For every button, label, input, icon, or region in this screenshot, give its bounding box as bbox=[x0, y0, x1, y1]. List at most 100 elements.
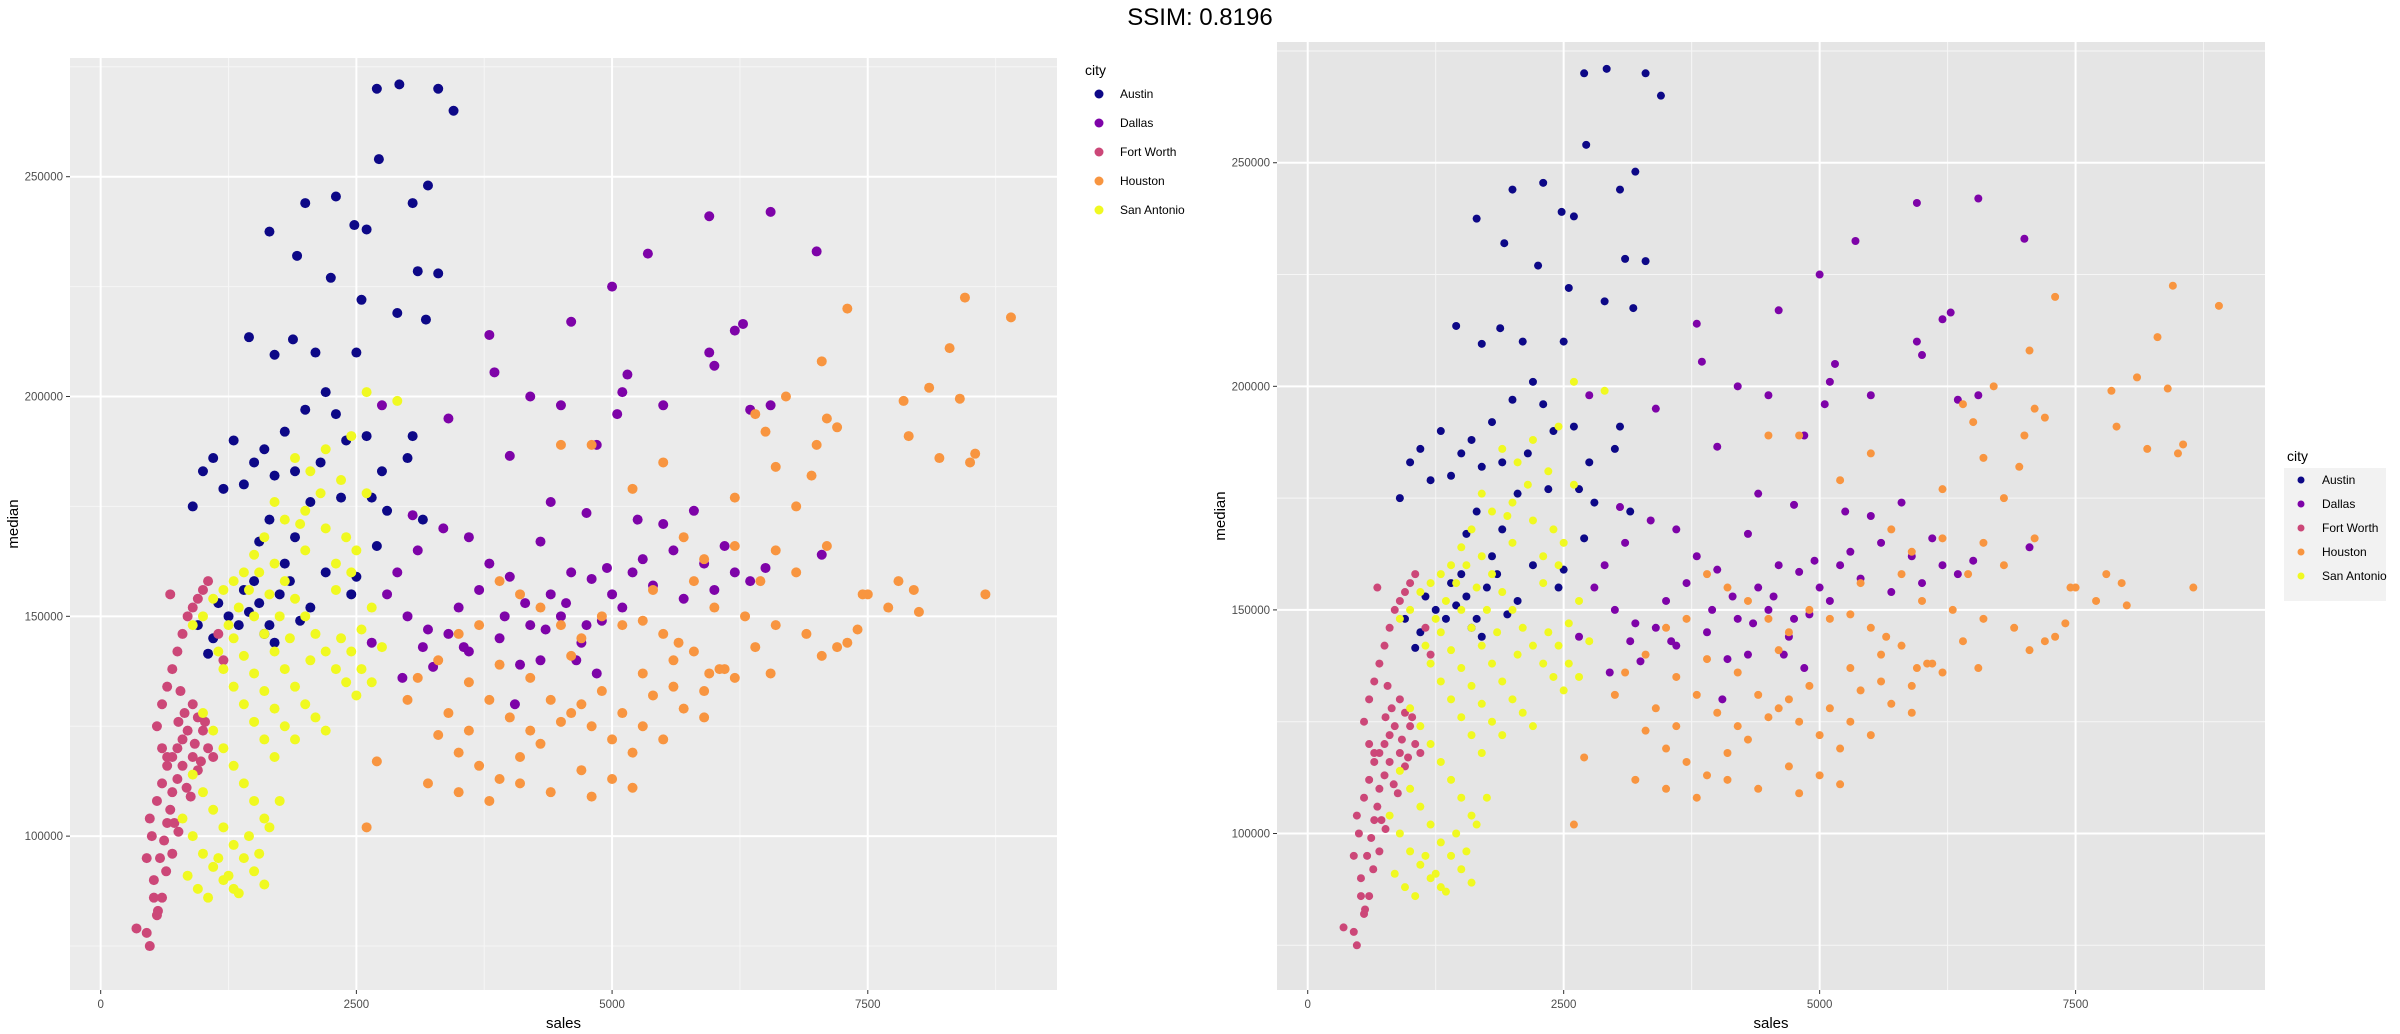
data-point-houston bbox=[453, 747, 464, 758]
data-point-san-antonio bbox=[238, 853, 249, 864]
data-point-fort-worth bbox=[173, 716, 184, 727]
data-point-houston bbox=[2020, 431, 2029, 440]
data-point-dallas bbox=[504, 571, 515, 582]
data-point-austin bbox=[361, 431, 372, 442]
data-point-houston bbox=[965, 457, 976, 468]
data-point-fort-worth bbox=[1385, 731, 1394, 740]
data-point-fort-worth bbox=[146, 831, 157, 842]
data-point-san-antonio bbox=[279, 576, 290, 587]
data-point-houston bbox=[1907, 708, 1916, 717]
data-point-houston bbox=[2030, 404, 2039, 413]
data-point-dallas bbox=[1764, 391, 1773, 400]
data-point-houston bbox=[688, 646, 699, 657]
data-point-dallas bbox=[1825, 377, 1834, 386]
data-point-houston bbox=[1958, 400, 1967, 409]
data-point-houston bbox=[2153, 333, 2162, 342]
data-point-houston bbox=[1723, 775, 1732, 784]
data-point-austin bbox=[392, 307, 403, 318]
data-point-fort-worth bbox=[1367, 833, 1376, 842]
data-point-houston bbox=[750, 642, 761, 653]
data-point-houston bbox=[1610, 690, 1619, 699]
data-point-fort-worth bbox=[1381, 713, 1390, 722]
data-point-dallas bbox=[1692, 319, 1701, 328]
data-point-dallas bbox=[555, 400, 566, 411]
data-point-houston bbox=[1764, 614, 1773, 623]
data-point-san-antonio bbox=[218, 743, 229, 754]
data-point-houston bbox=[412, 672, 423, 683]
data-point-houston bbox=[1733, 668, 1742, 677]
data-point-houston bbox=[760, 426, 771, 437]
data-point-fort-worth bbox=[157, 892, 168, 903]
legend-label-fort-worth: Fort Worth bbox=[2322, 521, 2378, 535]
data-point-austin bbox=[356, 294, 367, 305]
data-point-fort-worth bbox=[1395, 749, 1404, 757]
data-point-san-antonio bbox=[361, 387, 372, 398]
data-point-fort-worth bbox=[157, 778, 168, 789]
data-point-austin bbox=[305, 602, 316, 613]
data-point-san-antonio bbox=[392, 395, 403, 406]
data-point-san-antonio bbox=[1390, 869, 1399, 878]
data-point-san-antonio bbox=[1416, 802, 1425, 811]
data-point-fort-worth bbox=[203, 743, 214, 754]
data-point-austin bbox=[197, 466, 208, 477]
data-point-houston bbox=[2117, 579, 2126, 588]
data-point-fort-worth bbox=[1365, 892, 1374, 901]
data-point-san-antonio bbox=[1575, 596, 1584, 605]
data-point-houston bbox=[1631, 775, 1640, 784]
data-point-houston bbox=[1856, 686, 1865, 695]
data-point-fort-worth bbox=[155, 853, 166, 864]
data-point-dallas bbox=[1672, 525, 1681, 534]
data-point-dallas bbox=[474, 584, 485, 595]
data-point-houston bbox=[765, 668, 776, 679]
data-point-austin bbox=[1457, 449, 1466, 458]
data-point-san-antonio bbox=[1513, 650, 1522, 659]
data-point-austin bbox=[1569, 212, 1578, 221]
data-point-austin bbox=[402, 453, 413, 464]
x-axis-title: sales bbox=[546, 1015, 581, 1032]
data-point-austin bbox=[407, 198, 418, 209]
data-point-san-antonio bbox=[1539, 552, 1548, 561]
plot-2: 0 2500 5000 7500 100000 150000 200000 250000 sal… bbox=[1212, 42, 2387, 1032]
data-point-san-antonio bbox=[269, 558, 280, 569]
y-tick-label: 150000 bbox=[25, 611, 63, 623]
data-point-dallas bbox=[658, 519, 669, 529]
data-point-fort-worth bbox=[1400, 588, 1409, 597]
data-point-fort-worth bbox=[177, 628, 188, 639]
data-point-dallas bbox=[1974, 391, 1983, 400]
data-point-san-antonio bbox=[269, 752, 280, 762]
data-point-dallas bbox=[1946, 308, 1955, 317]
data-point-fort-worth bbox=[1377, 816, 1386, 825]
data-point-san-antonio bbox=[1457, 713, 1466, 722]
data-point-austin bbox=[292, 250, 303, 261]
data-point-austin bbox=[320, 567, 331, 578]
data-point-dallas bbox=[709, 360, 720, 371]
data-point-san-antonio bbox=[1477, 489, 1486, 498]
data-point-houston bbox=[2107, 386, 2116, 395]
data-point-dallas bbox=[586, 573, 597, 584]
data-point-austin bbox=[1416, 444, 1425, 453]
data-point-fort-worth bbox=[1352, 811, 1361, 820]
data-point-houston bbox=[1743, 596, 1752, 605]
data-point-fort-worth bbox=[1356, 874, 1365, 883]
data-point-dallas bbox=[1918, 579, 1927, 588]
data-point-san-antonio bbox=[213, 646, 224, 657]
data-point-dallas bbox=[816, 549, 827, 560]
data-point-dallas bbox=[1841, 507, 1850, 516]
data-point-austin bbox=[264, 226, 275, 237]
data-point-houston bbox=[2030, 534, 2039, 543]
data-point-dallas bbox=[1723, 655, 1732, 664]
data-point-austin bbox=[336, 492, 347, 503]
data-point-houston bbox=[627, 483, 638, 494]
data-point-houston bbox=[607, 773, 618, 784]
data-point-fort-worth bbox=[195, 756, 206, 767]
data-point-houston bbox=[474, 620, 485, 631]
data-point-san-antonio bbox=[1575, 672, 1584, 681]
data-point-san-antonio bbox=[259, 734, 270, 745]
data-point-san-antonio bbox=[305, 466, 316, 477]
data-point-houston bbox=[1651, 704, 1660, 713]
data-point-san-antonio bbox=[1498, 444, 1507, 453]
data-point-san-antonio bbox=[1462, 561, 1471, 570]
data-point-houston bbox=[1846, 717, 1855, 726]
data-point-san-antonio bbox=[1436, 757, 1445, 766]
data-point-fort-worth bbox=[144, 813, 155, 824]
